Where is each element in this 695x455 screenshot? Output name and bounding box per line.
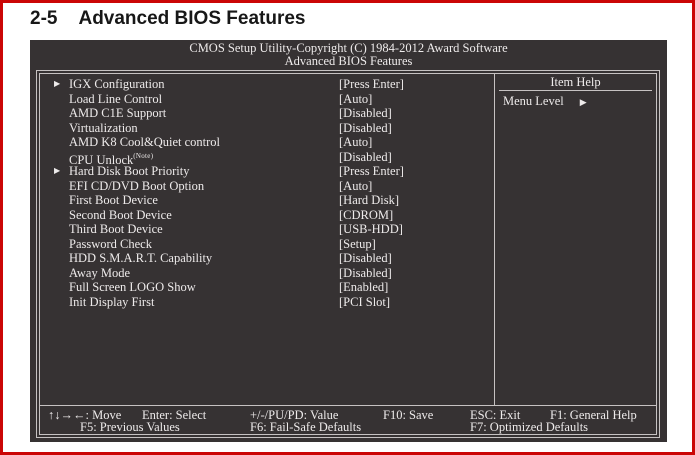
key-hint-previous-values: F5: Previous Values xyxy=(80,420,180,434)
menu-item-label: Second Boot Device xyxy=(69,207,172,222)
key-hint-select: Enter: Select xyxy=(142,408,207,422)
menu-item-row[interactable]: AMD K8 Cool&Quiet control [Auto] xyxy=(40,135,492,150)
menu-item-row[interactable]: ▶ Hard Disk Boot Priority [Press Enter] xyxy=(40,164,492,179)
menu-item-value: [USB-HDD] xyxy=(339,222,403,236)
bios-screen: CMOS Setup Utility-Copyright (C) 1984-20… xyxy=(30,40,667,442)
menu-item-row[interactable]: AMD C1E Support [Disabled] xyxy=(40,106,492,121)
key-hint-optimized-defaults: F7: Optimized Defaults xyxy=(470,420,589,434)
menu-level-label: Menu Level xyxy=(503,94,564,108)
menu-item-value: [Disabled] xyxy=(339,251,392,265)
section-title: Advanced BIOS Features xyxy=(78,8,306,29)
menu-item-value: [Disabled] xyxy=(339,265,392,280)
item-help-panel: Item Help Menu Level ▶ xyxy=(495,74,656,109)
key-hint-save: F10: Save xyxy=(383,408,434,422)
panel-divider-vertical xyxy=(494,74,495,405)
submenu-arrow-icon: ▶ xyxy=(54,79,61,88)
menu-item-row[interactable]: Virtualization [Disabled] xyxy=(40,121,492,136)
menu-item-value: [Disabled] xyxy=(339,120,392,135)
bios-header-page-name: Advanced BIOS Features xyxy=(284,54,413,68)
menu-item-value: [Auto] xyxy=(339,178,373,193)
menu-item-value: [PCI Slot] xyxy=(339,294,391,309)
key-hint-failsafe-defaults: F6: Fail-Safe Defaults xyxy=(250,420,362,434)
menu-item-label: EFI CD/DVD Boot Option xyxy=(69,178,205,193)
menu-item-value: [CDROM] xyxy=(339,207,394,222)
page-title: 2-5 Advanced BIOS Features xyxy=(30,8,306,30)
menu-item-label: Hard Disk Boot Priority xyxy=(69,164,190,178)
menu-item-label: Third Boot Device xyxy=(69,222,163,236)
menu-item-label: AMD K8 Cool&Quiet control xyxy=(69,135,221,149)
menu-item-value: [Auto] xyxy=(339,91,373,106)
menu-item-label: Full Screen LOGO Show xyxy=(69,280,196,294)
submenu-arrow-icon: ▶ xyxy=(54,166,61,175)
menu-item-label: CPU Unlock(Note) xyxy=(69,151,154,167)
menu-item-value: [Press Enter] xyxy=(339,77,404,91)
menu-level-row: Menu Level ▶ xyxy=(503,94,656,109)
menu-item-row[interactable]: Third Boot Device [USB-HDD] xyxy=(40,222,492,237)
key-hint-move: ↑↓→←: Move xyxy=(48,408,122,422)
menu-item-value: [Press Enter] xyxy=(339,164,404,178)
menu-item-label: Load Line Control xyxy=(69,91,163,106)
menu-item-value: [Disabled] xyxy=(339,106,392,120)
menu-level-arrow-icon: ▶ xyxy=(579,97,587,107)
key-hint-value: +/-/PU/PD: Value xyxy=(250,408,339,422)
menu-item-value: [Auto] xyxy=(339,135,373,149)
bios-frame: ▶ IGX Configuration [Press Enter] Load L… xyxy=(36,70,660,438)
menu-item-label: Init Display First xyxy=(69,294,155,309)
menu-item-value: [Enabled] xyxy=(339,280,389,294)
menu-item-row[interactable]: ▶ IGX Configuration [Press Enter] xyxy=(40,77,492,92)
menu-item-value: [Setup] xyxy=(339,236,376,251)
menu-item-value: [Hard Disk] xyxy=(339,193,400,207)
menu-item-row[interactable]: Init Display First [PCI Slot] xyxy=(40,295,492,310)
menu-item-label: First Boot Device xyxy=(69,193,158,207)
menu-item-row[interactable]: Full Screen LOGO Show [Enabled] xyxy=(40,280,492,295)
key-hint-general-help: F1: General Help xyxy=(550,408,637,422)
footer-divider-horizontal xyxy=(40,405,656,406)
item-help-title: Item Help xyxy=(499,74,652,91)
menu-item-label: Away Mode xyxy=(69,265,130,280)
menu-item-label: AMD C1E Support xyxy=(69,106,167,120)
menu-item-row[interactable]: Password Check [Setup] xyxy=(40,237,492,252)
bios-header-copyright: CMOS Setup Utility-Copyright (C) 1984-20… xyxy=(189,41,508,55)
menu-item-row[interactable]: HDD S.M.A.R.T. Capability [Disabled] xyxy=(40,251,492,266)
menu-item-row[interactable]: EFI CD/DVD Boot Option [Auto] xyxy=(40,179,492,194)
menu-item-label: IGX Configuration xyxy=(69,77,165,91)
bios-menu-list: ▶ IGX Configuration [Press Enter] Load L… xyxy=(40,77,492,309)
menu-item-row[interactable]: Away Mode [Disabled] xyxy=(40,266,492,281)
key-hint-exit: ESC: Exit xyxy=(470,408,521,422)
key-legend: ↑↓→←: Move Enter: Select +/-/PU/PD: Valu… xyxy=(40,406,656,434)
menu-item-row[interactable]: Second Boot Device [CDROM] xyxy=(40,208,492,223)
menu-item-label: Password Check xyxy=(69,236,152,251)
menu-item-row[interactable]: First Boot Device [Hard Disk] xyxy=(40,193,492,208)
menu-item-row[interactable]: CPU Unlock(Note) [Disabled] xyxy=(40,149,492,167)
menu-item-value: [Disabled] xyxy=(339,149,392,164)
menu-item-label: Virtualization xyxy=(69,120,138,135)
menu-item-row[interactable]: Load Line Control [Auto] xyxy=(40,92,492,107)
section-number: 2-5 xyxy=(30,8,58,29)
bios-header: CMOS Setup Utility-Copyright (C) 1984-20… xyxy=(30,40,667,68)
menu-item-label: HDD S.M.A.R.T. Capability xyxy=(69,251,213,265)
